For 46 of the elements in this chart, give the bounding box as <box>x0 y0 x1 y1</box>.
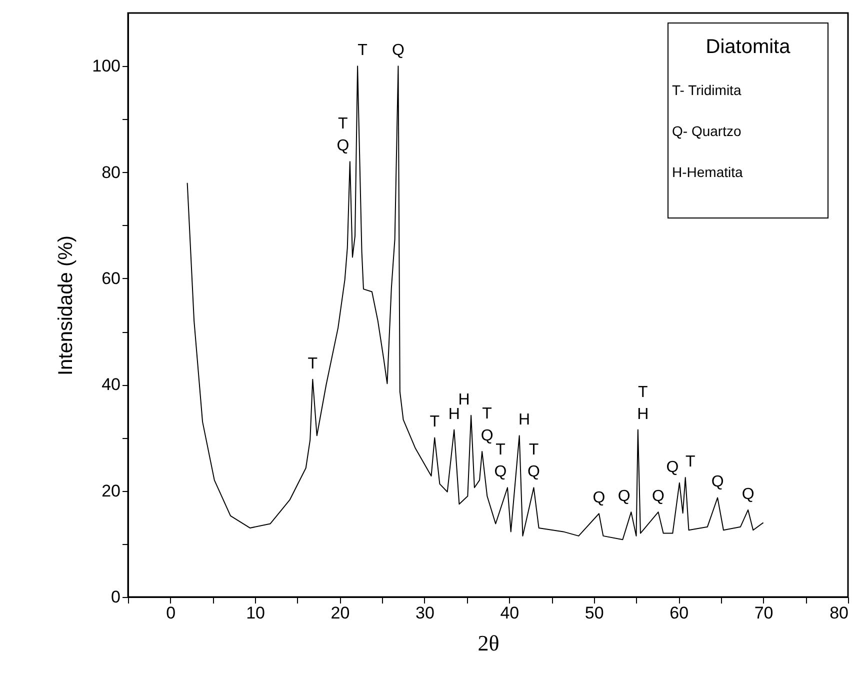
annotation: T <box>638 384 648 401</box>
y-tick-label: 60 <box>102 268 120 288</box>
line-series <box>186 66 764 540</box>
annotation: H <box>458 391 470 408</box>
annotation: Q <box>666 458 679 476</box>
y-tick-label: 100 <box>92 56 120 76</box>
annotation: Q <box>652 488 664 506</box>
annotation: H <box>448 406 460 423</box>
annotation: Diatomita <box>706 36 792 58</box>
annotation: T <box>482 406 492 423</box>
x-axis-title: 2θ <box>478 630 500 656</box>
annotation: Q- Quartzo <box>672 123 742 139</box>
x-tick-label: 30 <box>416 604 434 622</box>
x-tick-label: 20 <box>330 604 350 622</box>
annotation: Q <box>592 490 606 507</box>
annotation: T <box>496 442 506 459</box>
annotation: T <box>308 355 318 372</box>
annotation: Q <box>618 488 630 506</box>
annotation: Q <box>742 486 754 503</box>
x-tick-label: 50 <box>584 604 604 622</box>
annotation: T <box>528 442 539 459</box>
annotation: H <box>637 406 649 423</box>
annotation: Q <box>494 464 507 481</box>
y-tick-label: 40 <box>102 375 120 394</box>
annotation: T <box>358 42 368 60</box>
y-tick-label: 80 <box>102 162 120 182</box>
annotation: Q <box>711 474 724 491</box>
annotation: T <box>685 454 696 471</box>
x-tick-label: 10 <box>246 604 266 622</box>
annotation: T <box>430 414 440 431</box>
annotation: Q <box>480 428 494 445</box>
annotation: T- Tridimita <box>672 82 742 98</box>
x-tick-label: 60 <box>670 604 689 622</box>
x-tick-label: 70 <box>754 604 774 622</box>
annotation: H <box>518 412 530 429</box>
annotation: T <box>338 116 348 133</box>
annotation: Q <box>392 42 404 60</box>
annotation: H-Hematita <box>672 164 744 180</box>
x-tick-label: 80 <box>830 604 848 622</box>
annotation: Q <box>336 138 350 155</box>
y-axis-title: Intensidade (%) <box>55 235 78 376</box>
x-tick-label: 40 <box>500 604 520 622</box>
annotation: Q <box>528 464 540 481</box>
y-tick-label: 0 <box>111 588 120 606</box>
y-tick-label: 20 <box>102 481 120 500</box>
x-tick-label: 0 <box>166 604 176 622</box>
